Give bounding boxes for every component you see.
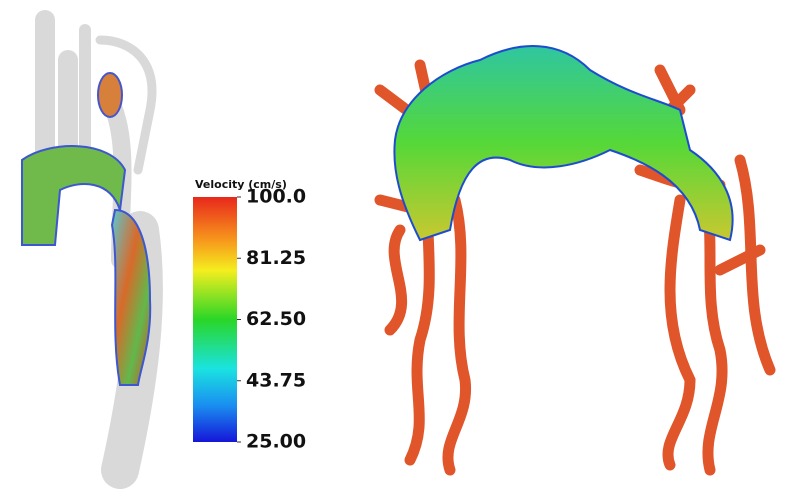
tick-label: 25.00 bbox=[246, 431, 306, 453]
tick-label: 43.75 bbox=[246, 369, 306, 391]
tick-label: 81.25 bbox=[246, 247, 306, 269]
colorbar-gradient bbox=[193, 197, 237, 442]
colorbar: Velocity (cm/s) 100.081.2562.5043.7525.0… bbox=[193, 178, 306, 453]
left-aorta-model bbox=[22, 20, 152, 470]
tick-label: 100.0 bbox=[246, 186, 306, 208]
tick-label: 62.50 bbox=[246, 308, 306, 330]
figure: Velocity (cm/s) 100.081.2562.5043.7525.0… bbox=[0, 0, 791, 494]
right-vessel-tree bbox=[380, 46, 770, 470]
